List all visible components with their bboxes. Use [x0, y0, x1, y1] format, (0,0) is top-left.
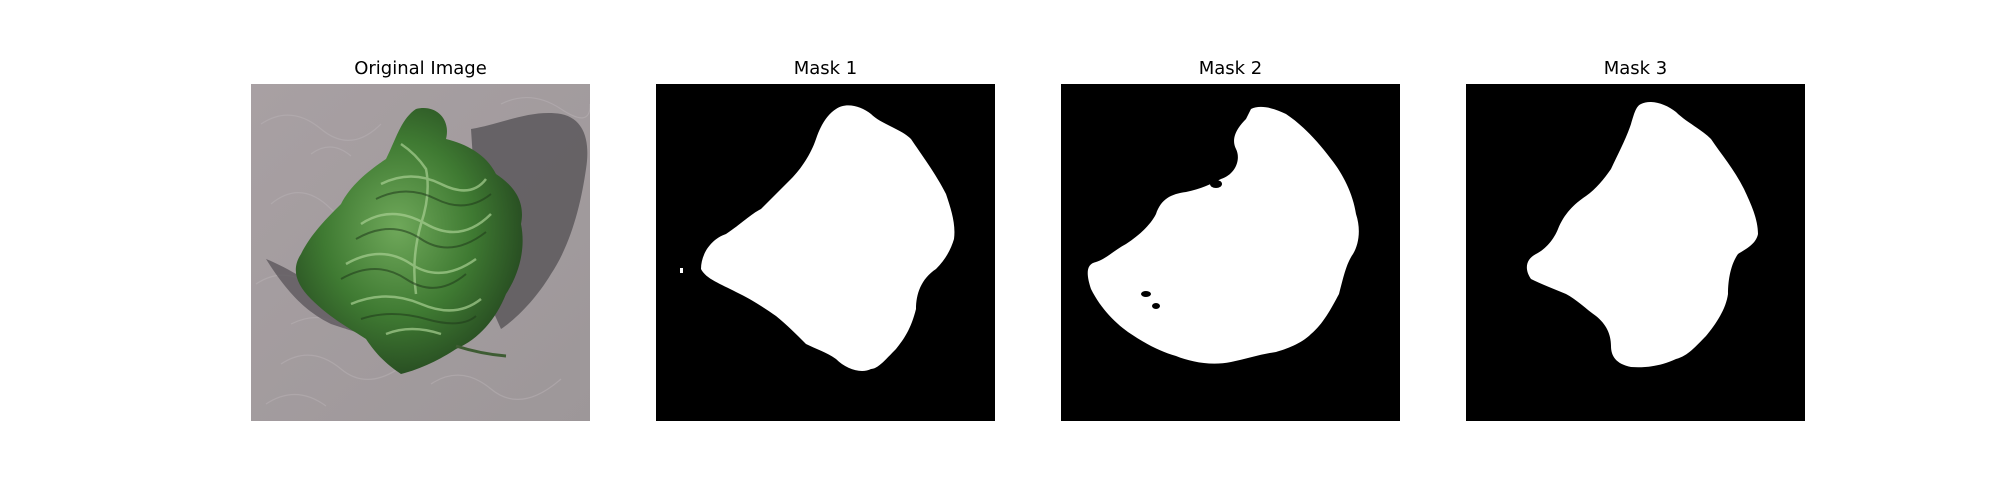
original-image-panel: Original Image [251, 56, 590, 422]
mask-1-title: Mask 1 [793, 58, 858, 79]
original-image [251, 84, 590, 421]
mask-1-speck [680, 268, 683, 273]
leaf-veins [345, 142, 492, 336]
mask-2-image [1061, 84, 1400, 421]
mask-2-region [1087, 106, 1359, 364]
mask-3-title: Mask 3 [1603, 58, 1668, 79]
leaf-folds [340, 190, 492, 325]
mask-1-panel: Mask 1 [656, 56, 995, 422]
mask-3-image [1466, 84, 1805, 421]
original-image-title: Original Image [354, 58, 487, 79]
mask-1-image [656, 84, 995, 421]
mask-2-holes [1141, 173, 1222, 309]
leaf-stem [455, 344, 507, 358]
mask-1-region [701, 105, 955, 371]
mask-3-region [1526, 101, 1758, 368]
mask-2-panel: Mask 2 [1061, 56, 1400, 422]
mask-2-title: Mask 2 [1198, 58, 1263, 79]
mask-3-panel: Mask 3 [1466, 56, 1805, 422]
